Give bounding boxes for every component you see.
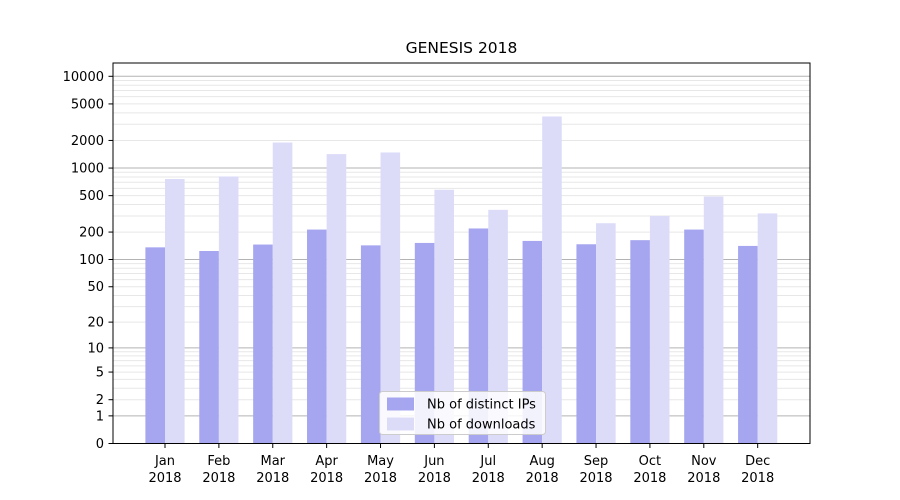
legend-box xyxy=(379,391,546,435)
legend: Nb of distinct IPs Nb of downloads xyxy=(379,391,546,435)
x-tick-label-year: 2018 xyxy=(418,471,451,486)
x-tick-label-month: Mar xyxy=(260,454,285,469)
y-tick-label: 2000 xyxy=(71,134,104,149)
bar-nb-of-downloads-mar-2018 xyxy=(272,142,293,444)
y-tick-label: 100 xyxy=(79,253,104,268)
x-tick-label-month: Aug xyxy=(529,454,554,469)
y-tick-label: 200 xyxy=(79,226,104,241)
legend-label: Nb of distinct IPs xyxy=(427,398,536,413)
bar-nb-of-distinct-ips-oct-2018 xyxy=(630,240,650,444)
x-tick-label-year: 2018 xyxy=(148,471,181,486)
x-tick-label-month: Sep xyxy=(584,454,609,469)
x-tick-label-month: Oct xyxy=(639,454,661,469)
y-tick-label: 5 xyxy=(96,366,104,381)
x-tick-label-year: 2018 xyxy=(687,471,720,486)
plot-border xyxy=(112,62,811,444)
x-tick-label-year: 2018 xyxy=(202,471,235,486)
y-tick-label: 0 xyxy=(96,437,104,452)
x-tick-label-year: 2018 xyxy=(633,471,666,486)
bar-nb-of-distinct-ips-jul-2018 xyxy=(468,228,489,444)
y-tick-label: 1 xyxy=(96,409,104,424)
bar-nb-of-downloads-dec-2018 xyxy=(757,213,778,444)
x-tick-label-year: 2018 xyxy=(526,471,559,486)
x-tick-label-year: 2018 xyxy=(364,471,397,486)
x-tick-label-year: 2018 xyxy=(741,471,774,486)
bar-nb-of-distinct-ips-jan-2018 xyxy=(145,247,165,444)
y-tick-label: 50 xyxy=(87,280,104,295)
x-tick-label-month: Dec xyxy=(745,454,770,469)
bar-nb-of-distinct-ips-nov-2018 xyxy=(684,229,704,444)
bar-nb-of-distinct-ips-may-2018 xyxy=(360,245,381,444)
y-tick-label: 2 xyxy=(96,393,104,408)
x-tick-label-month: Nov xyxy=(691,454,717,469)
legend-swatch xyxy=(387,417,414,431)
bar-nb-of-downloads-may-2018 xyxy=(380,152,401,444)
x-tick-label-month: Feb xyxy=(207,454,230,469)
x-tick-label-month: Apr xyxy=(315,454,338,469)
y-tick-label: 1000 xyxy=(71,162,104,177)
axes: 0 12 5 10 20 50 100 200 500 1000 2000 5000 10000 Jan 2… xyxy=(63,62,811,486)
bar-nb-of-downloads-feb-2018 xyxy=(218,176,239,444)
bar-nb-of-downloads-jun-2018 xyxy=(434,189,454,444)
bar-nb-of-distinct-ips-sep-2018 xyxy=(576,244,597,444)
x-tick-label-month: Jul xyxy=(479,454,496,469)
legend-swatch xyxy=(387,397,414,411)
x-tick-label-year: 2018 xyxy=(579,471,612,486)
chart-title: GENESIS 2018 xyxy=(406,39,518,57)
bar-nb-of-distinct-ips-apr-2018 xyxy=(307,229,327,444)
bar-nb-of-downloads-oct-2018 xyxy=(649,215,670,444)
x-tick-label-month: Jun xyxy=(423,454,444,469)
x-tick-label-year: 2018 xyxy=(310,471,343,486)
bar-nb-of-downloads-apr-2018 xyxy=(326,154,347,444)
y-tick-label: 20 xyxy=(87,316,104,331)
bar-nb-of-distinct-ips-dec-2018 xyxy=(738,245,758,444)
bar-nb-of-downloads-nov-2018 xyxy=(703,196,724,444)
x-tick-label-month: May xyxy=(367,454,394,469)
y-tick-label: 5000 xyxy=(71,97,104,112)
bar-nb-of-downloads-aug-2018 xyxy=(542,116,562,444)
y-tick-label: 10000 xyxy=(63,70,104,85)
y-tick-label: 10 xyxy=(87,341,104,356)
x-tick-label-year: 2018 xyxy=(256,471,289,486)
bar-nb-of-downloads-jan-2018 xyxy=(165,178,185,444)
x-tick-label-year: 2018 xyxy=(472,471,505,486)
x-tick-label-month: Jan xyxy=(154,454,175,469)
bar-nb-of-downloads-jul-2018 xyxy=(488,209,508,444)
bar-nb-of-distinct-ips-feb-2018 xyxy=(199,251,219,444)
bar-nb-of-downloads-sep-2018 xyxy=(596,223,616,444)
legend-label: Nb of downloads xyxy=(427,418,536,433)
bar-nb-of-distinct-ips-mar-2018 xyxy=(253,244,273,444)
y-tick-label: 500 xyxy=(79,189,104,204)
